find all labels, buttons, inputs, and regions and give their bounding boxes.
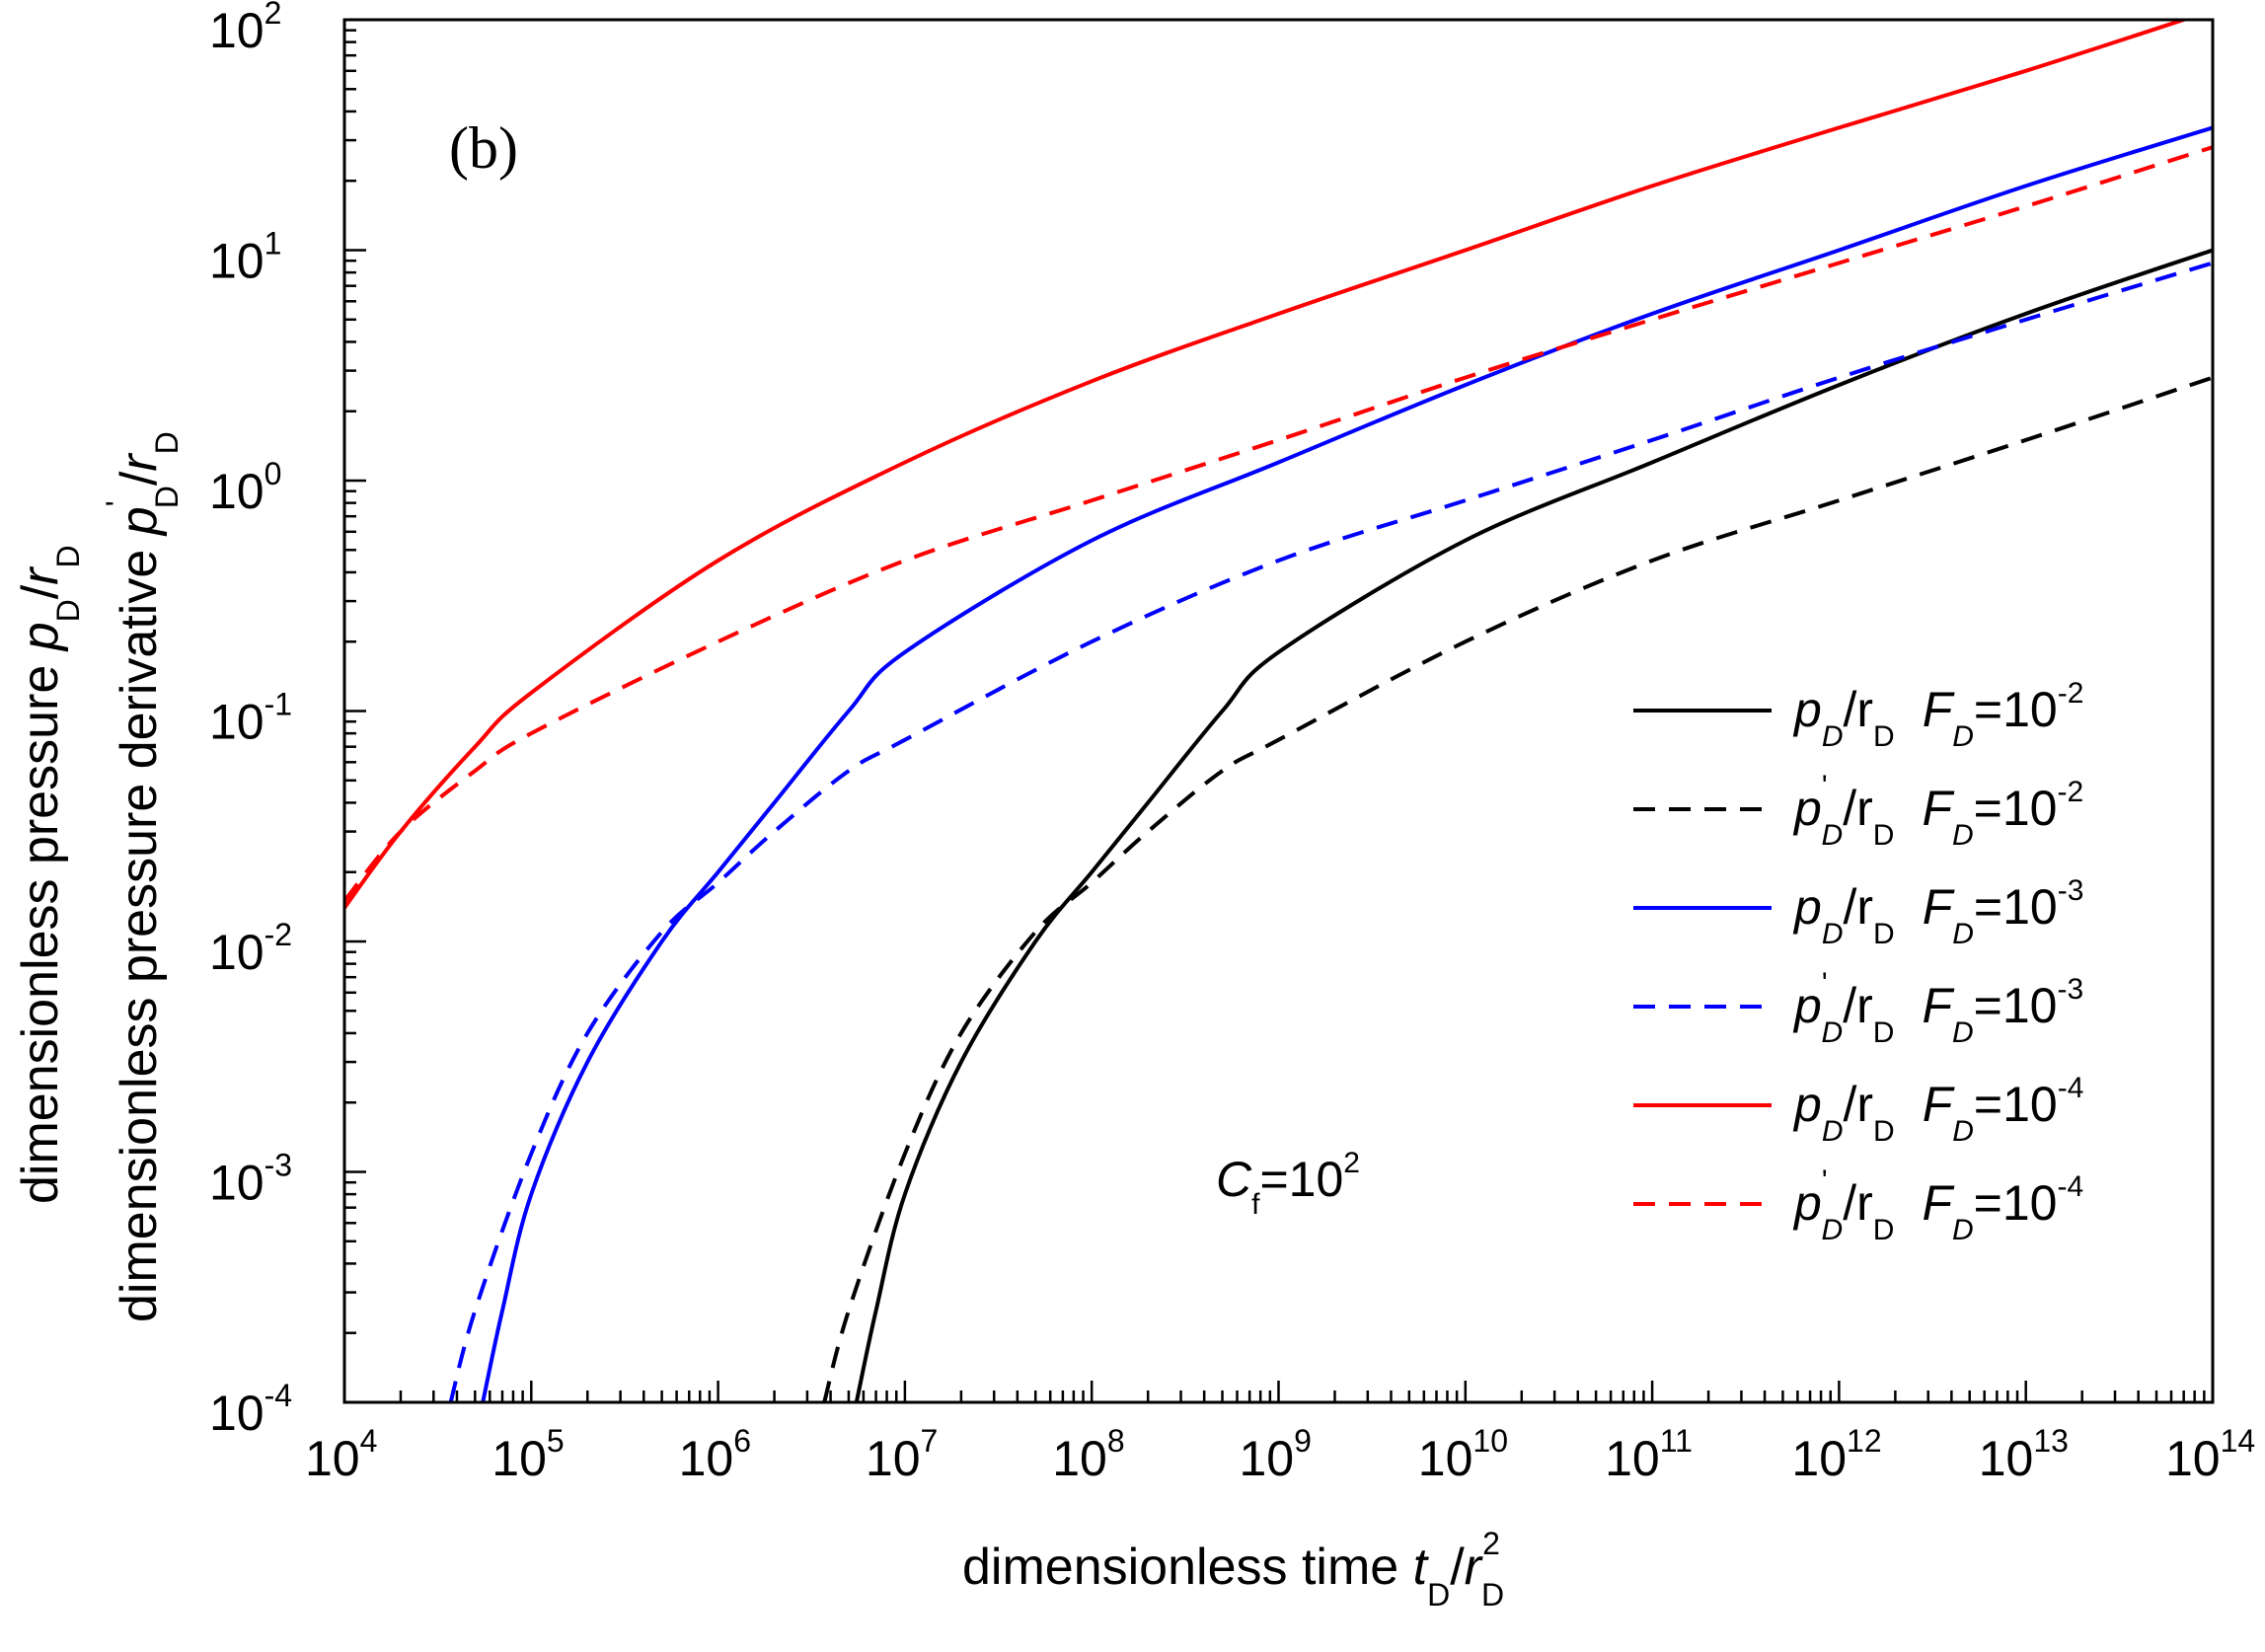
x-tick-label: 1014 bbox=[2165, 1423, 2255, 1486]
series-line bbox=[822, 375, 2213, 1402]
x-tick-labels: 104 105 106 107 108 109 1010 1011 1012 1013 1014 bbox=[305, 1423, 2255, 1486]
x-tick-label: 109 bbox=[1240, 1423, 1312, 1486]
x-tick-label: 1012 bbox=[1791, 1423, 1881, 1486]
y-tick-label: 101 bbox=[209, 226, 281, 289]
cf-annotation: Cf=102 bbox=[1216, 1147, 1360, 1221]
x-axis-title: dimensionless time tD/rD2 bbox=[962, 1526, 1504, 1613]
y-tick-label: 102 bbox=[209, 0, 281, 58]
y-axis-title-pressure: dimensionless pressure pD/rD bbox=[12, 545, 86, 1204]
series-line bbox=[344, 20, 2190, 910]
x-tick-label: 104 bbox=[305, 1423, 377, 1486]
series-line bbox=[344, 145, 2213, 903]
legend-label: p' D/rD FD=10-2 bbox=[1792, 770, 2083, 852]
y-tick-label: 10-3 bbox=[209, 1148, 292, 1211]
y-tick-labels: 10-4 10-3 10-2 10-1 100 101 102 bbox=[209, 0, 292, 1441]
y-tick-label: 100 bbox=[209, 456, 281, 519]
legend-label: p' D/rD FD=10-4 bbox=[1792, 1164, 2083, 1246]
series-line bbox=[854, 248, 2213, 1402]
legend: pD/rD FD=10-2 p' D/rD FD=10-2 pD/rD FD=10-3 p' D… bbox=[1633, 677, 2083, 1246]
legend-label: pD/rD FD=10-2 bbox=[1792, 677, 2083, 753]
y-axis-title-derivative: dimensionless pressure derivative p' D/rD bbox=[100, 431, 185, 1322]
legend-label: pD/rD FD=10-4 bbox=[1792, 1072, 2083, 1148]
y-tick-label: 10-2 bbox=[209, 917, 292, 980]
series-line bbox=[448, 261, 2213, 1402]
legend-label: pD/rD FD=10-3 bbox=[1792, 874, 2083, 950]
x-tick-label: 107 bbox=[866, 1423, 938, 1486]
x-tick-label: 105 bbox=[491, 1423, 564, 1486]
x-tick-label: 1013 bbox=[1979, 1423, 2069, 1486]
panel-label: (b) bbox=[449, 115, 518, 181]
series-line bbox=[481, 125, 2213, 1402]
plot-frame bbox=[342, 18, 2215, 1404]
x-tick-label: 1010 bbox=[1418, 1423, 1508, 1486]
legend-label: p' D/rD FD=10-3 bbox=[1792, 967, 2083, 1049]
x-tick-label: 106 bbox=[679, 1423, 751, 1486]
x-tick-label: 1011 bbox=[1605, 1423, 1693, 1486]
y-tick-label: 10-4 bbox=[209, 1378, 292, 1441]
tick-marks bbox=[342, 18, 2215, 1404]
x-tick-label: 108 bbox=[1052, 1423, 1124, 1486]
y-tick-label: 10-1 bbox=[209, 687, 292, 750]
series-layer bbox=[344, 20, 2213, 1402]
